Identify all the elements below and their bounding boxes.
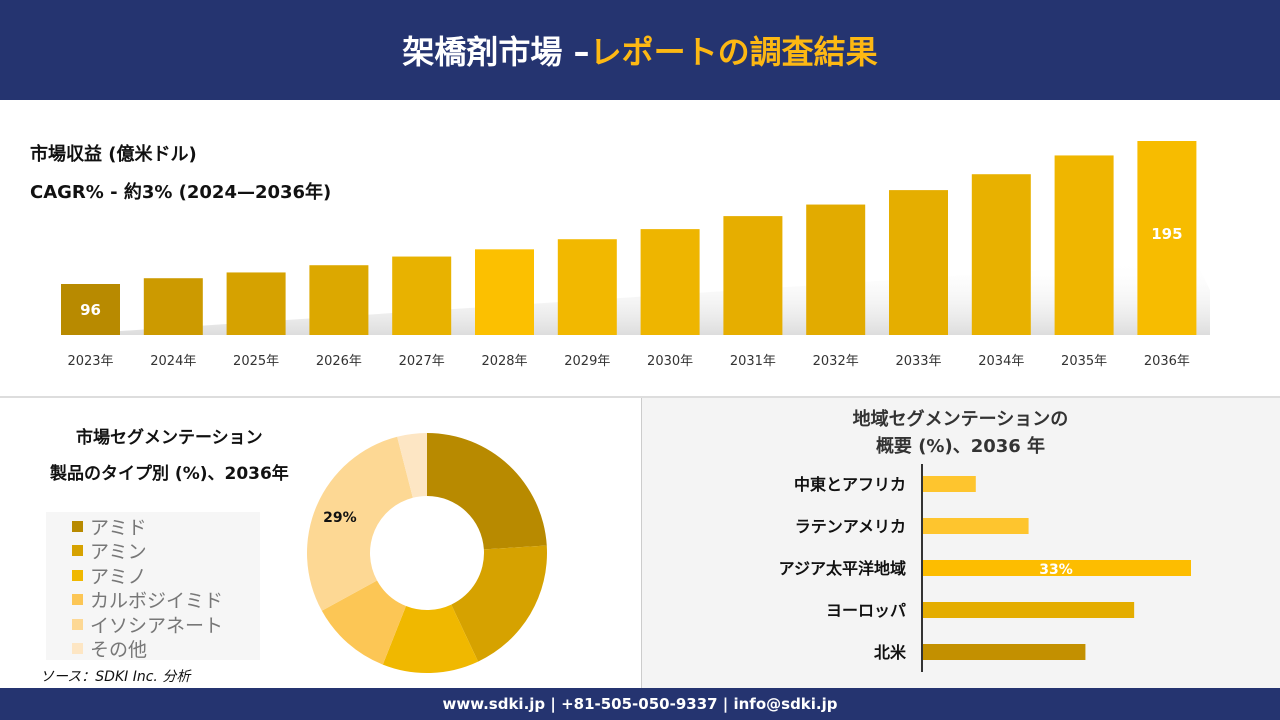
bar-2027年	[392, 256, 452, 335]
legend-swatch	[72, 594, 83, 606]
legend-label: アミン	[90, 541, 147, 564]
donut-slice-その他	[397, 433, 427, 498]
data-label: 195	[1151, 225, 1182, 243]
legend-swatch	[72, 618, 83, 630]
data-label: 29%	[323, 510, 357, 526]
legend-swatch	[72, 545, 83, 557]
legend-item: アミノ	[72, 563, 260, 588]
legend-swatch	[72, 520, 83, 532]
donut-slice-アミド	[427, 433, 547, 550]
bar-2032年	[806, 204, 866, 335]
footer-contact: www.sdki.jp | +81-505-050-9337 | info@sd…	[0, 688, 1280, 720]
legend-item: イソシアネート	[72, 612, 260, 637]
revenue-title: 市場収益 (億米ドル)	[30, 144, 197, 165]
section-divider	[0, 396, 1280, 398]
legend-label: イソシアネート	[90, 614, 224, 637]
x-tick-label: 2036年	[1144, 354, 1190, 369]
legend-label: その他	[90, 639, 148, 662]
x-tick-label: 2027年	[399, 354, 445, 369]
revenue-bar-chart: 2023年 96 2024年 2025年 2026年 2027年 2028年 2029年 203…	[60, 141, 1210, 369]
title-main: 架橋剤市場 –	[402, 33, 590, 71]
bar-ヨーロッパ	[923, 602, 1135, 618]
x-tick-label: 2024年	[150, 354, 196, 369]
revenue-section: 市場収益 (億米ドル) CAGR% - 約3% (2024—2036年) 202…	[0, 100, 1280, 396]
legend-item: アミド	[72, 514, 260, 539]
donut-slice-アミノ	[382, 604, 479, 673]
segment-title-1: 市場セグメンテーション	[76, 428, 263, 448]
bar-2025年	[226, 272, 286, 335]
title-accent: レポートの調査結果	[589, 33, 878, 71]
legend-item: アミン	[72, 539, 260, 564]
bar-ラテンアメリカ	[923, 518, 1029, 534]
legend-label: アミノ	[90, 565, 147, 588]
y-tick-label: アジア太平洋地域	[779, 559, 906, 578]
legend-swatch	[72, 569, 83, 581]
bar-2023年	[61, 284, 120, 335]
bar-2030年	[640, 229, 700, 335]
bar-2036年	[1137, 141, 1197, 335]
region-segment-section	[641, 398, 1280, 688]
legend-label: アミド	[90, 516, 147, 539]
bar-2035年	[1054, 155, 1114, 335]
bar-2024年	[143, 278, 203, 335]
region-title-1: 地域セグメンテーションの	[852, 409, 1069, 430]
legend-label: カルボジイミド	[90, 590, 224, 613]
source-note: ソース：SDKI Inc. 分析	[40, 669, 191, 685]
bar-アジア太平洋地域	[923, 560, 1191, 576]
y-tick-label: 北米	[874, 643, 907, 662]
bar-2034年	[971, 174, 1031, 335]
legend-swatch	[72, 643, 83, 655]
product-donut-chart: 29%	[307, 433, 547, 673]
region-title-2: 概要 (%)、2036 年	[875, 436, 1046, 457]
donut-slice-カルボジイミド	[321, 580, 407, 665]
x-tick-label: 2028年	[481, 354, 527, 369]
legend-item: その他	[72, 637, 260, 662]
x-tick-label: 2033年	[895, 354, 941, 369]
x-tick-label: 2023年	[67, 354, 113, 369]
y-tick-label: ヨーロッパ	[826, 601, 906, 620]
x-tick-label: 2035年	[1061, 354, 1107, 369]
bar-2031年	[723, 216, 783, 335]
segment-title-2: 製品のタイプ別 (%)、2036年	[50, 464, 289, 484]
data-label: 96	[80, 301, 101, 319]
bar-中東とアフリカ	[923, 476, 976, 492]
bar-2029年	[557, 239, 617, 335]
data-label: 33%	[1039, 562, 1073, 578]
y-tick-label: ラテンアメリカ	[795, 517, 906, 536]
x-tick-label: 2025年	[233, 354, 279, 369]
legend-item: カルボジイミド	[72, 588, 260, 613]
cagr-text: CAGR% - 約3% (2024—2036年)	[30, 182, 332, 203]
donut-slice-イソシアネート	[307, 436, 413, 611]
x-tick-label: 2032年	[813, 354, 859, 369]
x-tick-label: 2034年	[978, 354, 1024, 369]
y-tick-label: 中東とアフリカ	[794, 475, 906, 494]
donut-legend: アミド アミン アミノ カルボジイミド イソシアネート その他	[46, 512, 260, 662]
bar-2026年	[309, 265, 369, 335]
x-tick-label: 2029年	[564, 354, 610, 369]
x-tick-label: 2030年	[647, 354, 693, 369]
bar-2033年	[889, 190, 948, 335]
x-tick-label: 2026年	[316, 354, 362, 369]
x-tick-label: 2031年	[730, 354, 776, 369]
donut-slice-アミン	[451, 545, 547, 662]
bar-2028年	[475, 249, 534, 335]
bar-北米	[923, 644, 1086, 660]
header-banner: 架橋剤市場 – レポートの調査結果	[0, 0, 1280, 100]
